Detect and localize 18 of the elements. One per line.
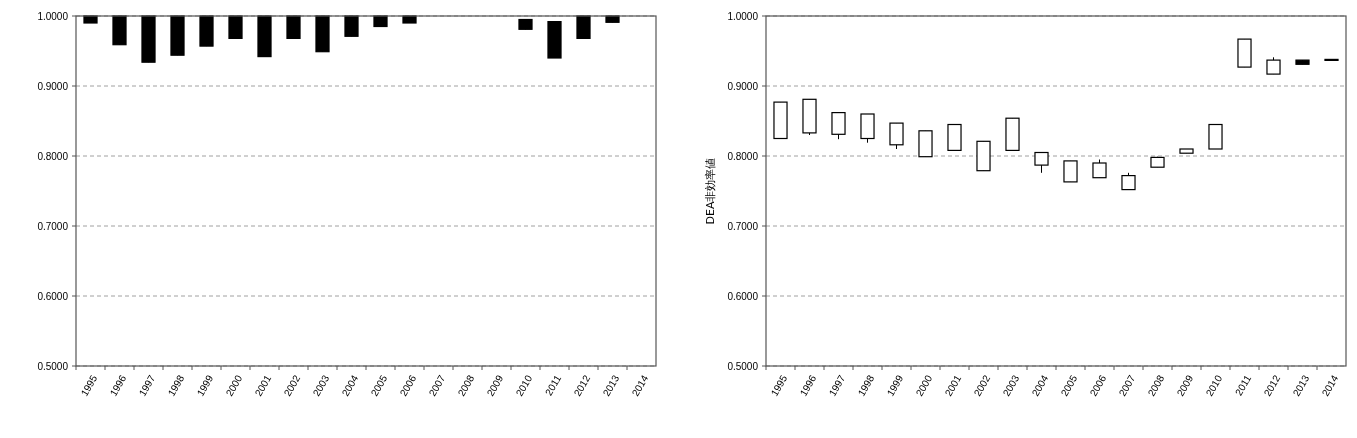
- y-tick-label: 0.9000: [727, 80, 759, 92]
- candlestick: [1063, 160, 1078, 183]
- y-tick-label: 0.8000: [37, 150, 69, 162]
- y-tick-label: 1.0000: [727, 10, 759, 22]
- candlestick: [889, 122, 904, 150]
- candlestick: [1092, 159, 1107, 179]
- y-tick-label: 0.5000: [727, 360, 759, 372]
- candlestick: [831, 112, 846, 140]
- y-axis-title: DEA非効率値: [704, 157, 717, 225]
- y-tick-label: 0.9000: [37, 80, 69, 92]
- y-tick-label: 0.7000: [37, 220, 69, 232]
- y-tick-label: 0.5000: [37, 360, 69, 372]
- y-tick-label: 0.8000: [727, 150, 759, 162]
- candlestick: [1034, 151, 1049, 174]
- y-tick-label: 1.0000: [37, 10, 69, 22]
- y-tick-label: 0.7000: [727, 220, 759, 232]
- y-tick-label: 0.6000: [727, 290, 759, 302]
- y-tick-label: 0.6000: [37, 290, 69, 302]
